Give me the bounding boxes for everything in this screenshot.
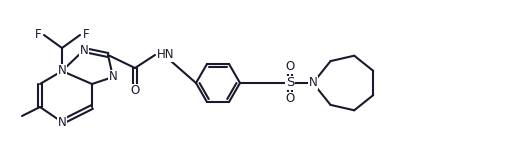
Text: S: S — [286, 76, 294, 90]
Text: O: O — [285, 61, 295, 73]
Text: HN: HN — [157, 49, 174, 61]
Text: N: N — [58, 64, 66, 78]
Text: N: N — [108, 71, 117, 83]
Text: F: F — [83, 29, 90, 41]
Text: O: O — [285, 93, 295, 105]
Text: N: N — [309, 76, 318, 90]
Text: N: N — [58, 115, 66, 129]
Text: F: F — [34, 29, 41, 41]
Text: O: O — [130, 85, 140, 98]
Text: N: N — [79, 44, 88, 56]
